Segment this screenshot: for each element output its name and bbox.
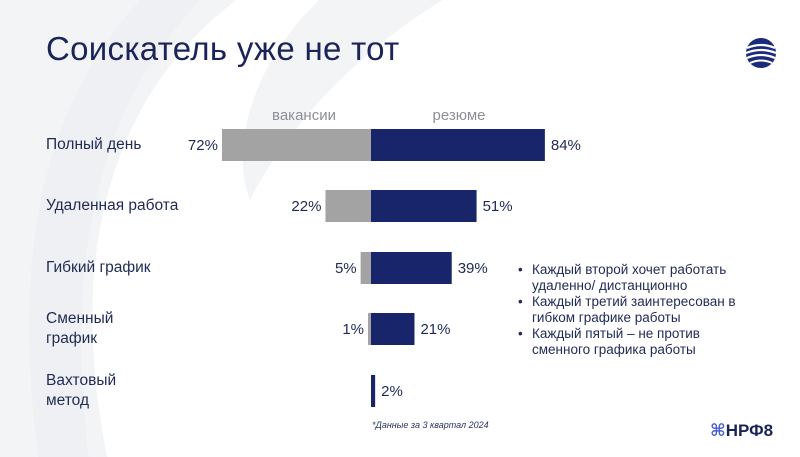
page-title: Соискатель уже не тот <box>46 30 400 67</box>
category-label-line: Вахтовый <box>46 372 117 389</box>
category-label: Гибкий график <box>46 258 151 278</box>
insight-item: Каждый третий заинтересован в гибком гра… <box>516 294 756 326</box>
data-label-resumes: 84% <box>551 137 581 154</box>
bar-vacancies <box>368 313 371 345</box>
data-label-vacancies: 22% <box>291 198 321 215</box>
data-label-vacancies: 72% <box>188 137 218 154</box>
category-label-line: Удаленная работа <box>46 197 179 214</box>
bar-resumes <box>371 129 545 161</box>
bar-vacancies <box>360 252 371 284</box>
bar-resumes <box>371 375 376 407</box>
bar-vacancies <box>221 129 371 161</box>
category-label-line: метод <box>46 392 90 409</box>
insight-item: Каждый пятый – не против сменного график… <box>516 326 756 358</box>
data-label-resumes: 51% <box>483 198 513 215</box>
category-label-line: Гибкий график <box>46 259 151 276</box>
bar-resumes <box>371 313 415 345</box>
data-label-vacancies: 5% <box>335 260 357 277</box>
globe-logo-icon <box>745 38 777 68</box>
category-label: Сменный график <box>46 309 113 349</box>
insights-list: Каждый второй хочет работать удаленно/ д… <box>516 262 756 358</box>
category-label-line: график <box>46 330 98 347</box>
data-label-resumes: 21% <box>420 321 450 338</box>
bar-vacancies <box>325 190 371 222</box>
data-label-resumes: 2% <box>381 383 403 400</box>
category-label-line: Сменный <box>46 310 114 327</box>
brand-mark-icon: ⌘ <box>710 421 726 440</box>
data-label-vacancies: 1% <box>342 321 364 338</box>
data-label-resumes: 39% <box>458 260 488 277</box>
insight-item: Каждый второй хочет работать удаленно/ д… <box>516 262 756 294</box>
footnote: *Данные за 3 квартал 2024 <box>372 420 489 430</box>
brand-logo: ⌘НРФ8 <box>710 421 773 441</box>
category-label-line: Полный день <box>46 136 142 153</box>
category-label: Полный день <box>46 135 141 155</box>
bar-resumes <box>371 190 477 222</box>
brand-text: НРФ8 <box>725 421 774 440</box>
legend-resumes: резюме <box>433 107 486 124</box>
bar-resumes <box>371 252 452 284</box>
category-label: Удаленная работа <box>46 196 178 216</box>
category-label: Вахтовый метод <box>46 371 116 411</box>
legend-vacancies: вакансии <box>272 107 336 124</box>
